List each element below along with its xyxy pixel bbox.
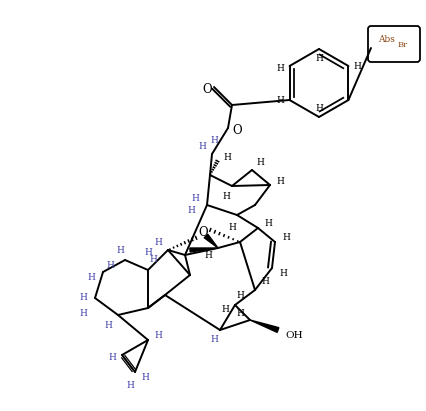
Text: H: H [256, 157, 263, 166]
Text: H: H [210, 335, 217, 344]
Text: H: H [198, 141, 205, 150]
Text: H: H [190, 194, 199, 203]
Polygon shape [249, 320, 278, 332]
FancyBboxPatch shape [367, 26, 419, 62]
Text: H: H [141, 372, 149, 381]
Text: H: H [221, 305, 228, 314]
Text: O: O [232, 123, 241, 136]
Text: H: H [126, 381, 134, 390]
Text: Abs: Abs [377, 35, 394, 44]
Text: H: H [236, 309, 243, 318]
Text: H: H [236, 291, 243, 300]
Text: H: H [353, 62, 360, 71]
Polygon shape [190, 248, 218, 252]
Text: H: H [314, 104, 322, 113]
Text: H: H [79, 293, 87, 302]
Text: O: O [198, 226, 207, 238]
Text: H: H [227, 222, 236, 231]
Text: H: H [79, 309, 87, 318]
Text: H: H [276, 95, 284, 104]
Text: H: H [204, 252, 211, 261]
Text: H: H [154, 330, 161, 339]
Text: H: H [222, 152, 230, 162]
Text: H: H [108, 353, 116, 363]
Text: H: H [282, 233, 289, 242]
Text: H: H [106, 261, 114, 270]
Text: H: H [279, 268, 286, 277]
Text: H: H [149, 256, 157, 265]
Text: H: H [276, 64, 284, 72]
Text: H: H [210, 136, 217, 145]
Text: H: H [260, 277, 268, 286]
Polygon shape [204, 234, 218, 248]
Text: H: H [116, 245, 124, 254]
Text: H: H [87, 272, 95, 282]
Text: H: H [222, 192, 229, 201]
Text: O: O [202, 83, 211, 95]
Text: H: H [187, 206, 195, 215]
Text: H: H [104, 321, 112, 330]
Text: H: H [263, 219, 271, 228]
Text: OH: OH [285, 330, 302, 339]
Text: H: H [154, 238, 161, 247]
Text: H: H [314, 53, 322, 62]
Text: H: H [276, 176, 283, 185]
Text: Br: Br [397, 41, 407, 49]
Text: H: H [144, 247, 152, 256]
